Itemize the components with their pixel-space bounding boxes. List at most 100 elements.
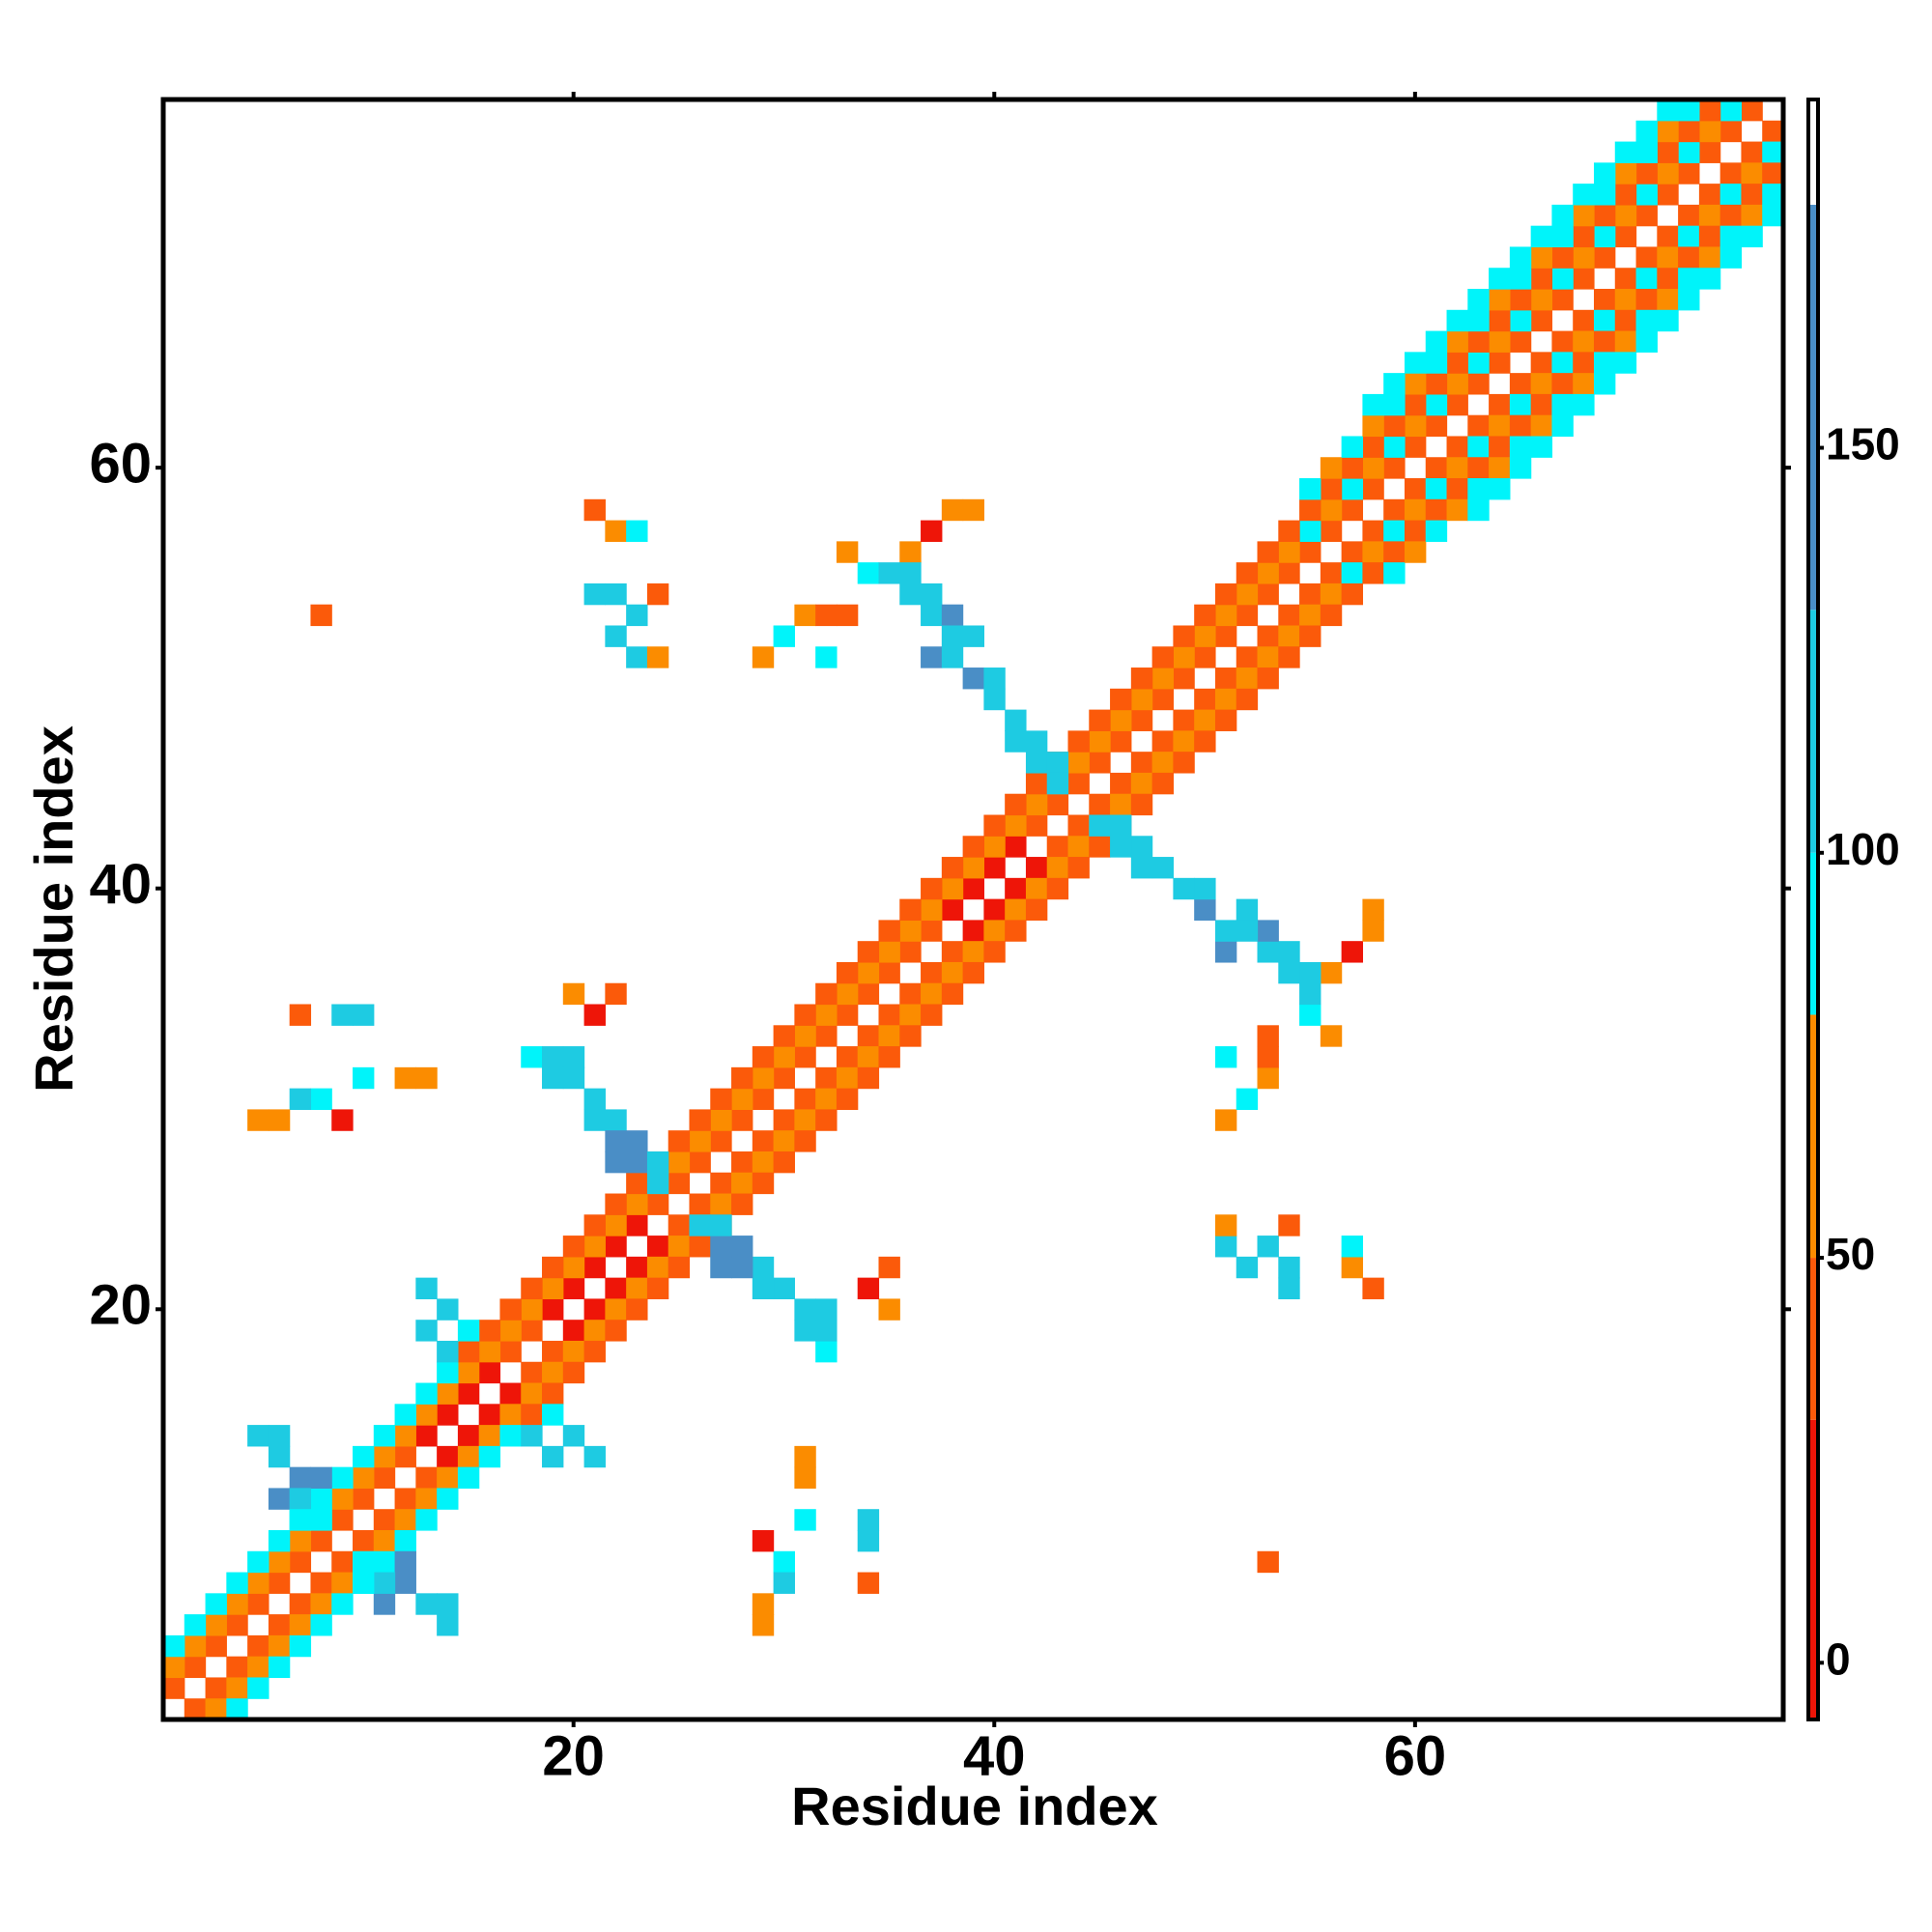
cell (626, 646, 648, 668)
cell (1151, 857, 1175, 879)
cell (1404, 414, 1427, 438)
cell (1551, 373, 1574, 395)
cell (815, 1298, 838, 1321)
cell (1489, 457, 1511, 479)
cell (1362, 562, 1384, 584)
cell (1698, 184, 1721, 206)
cell (1467, 289, 1490, 311)
cell (1593, 309, 1616, 332)
cell (310, 1488, 332, 1510)
cell (1257, 562, 1279, 584)
cell (583, 1088, 606, 1111)
cell (1130, 836, 1153, 858)
cell (646, 1172, 669, 1195)
cell (1719, 225, 1743, 248)
cell (1089, 836, 1111, 858)
cell (983, 814, 1006, 837)
cell (646, 1151, 669, 1174)
cell (857, 1529, 880, 1552)
cell (815, 604, 838, 627)
cell (1530, 268, 1553, 290)
cell (1530, 436, 1553, 458)
cell (1236, 688, 1259, 711)
cell (163, 1634, 185, 1658)
cell (163, 1656, 185, 1679)
cell (1530, 393, 1553, 416)
cell (1067, 752, 1090, 774)
cell (605, 1130, 627, 1152)
cell (1551, 225, 1574, 248)
cell (1025, 772, 1048, 795)
cell (689, 1109, 711, 1131)
cell (1467, 457, 1490, 479)
cell (1341, 562, 1364, 584)
cell (268, 1445, 291, 1468)
x-tick-label: 40 (963, 1724, 1026, 1787)
cell (773, 1572, 795, 1594)
cell (1278, 520, 1300, 542)
cell (962, 857, 984, 879)
cell (394, 1404, 416, 1426)
cell (1320, 604, 1343, 627)
colorbar-bin (1808, 610, 1818, 853)
cell (521, 1425, 543, 1447)
cell (1194, 604, 1216, 627)
cell (289, 1593, 312, 1615)
cell (1741, 184, 1763, 206)
cell (562, 1236, 585, 1258)
cell (899, 562, 922, 584)
cell (1593, 162, 1616, 185)
cell (1593, 204, 1616, 227)
cell (1236, 1088, 1259, 1111)
cell (1573, 225, 1595, 248)
cell (1173, 646, 1195, 668)
cell (457, 1445, 480, 1468)
cell (1635, 246, 1658, 269)
cell (1173, 668, 1195, 690)
cell (205, 1698, 227, 1720)
cell (983, 688, 1006, 711)
cell (1257, 582, 1279, 606)
cell (815, 1340, 838, 1363)
cell (247, 1550, 270, 1574)
cell (1046, 793, 1069, 816)
cell (1130, 668, 1153, 690)
cell (626, 604, 648, 627)
cell (226, 1614, 248, 1636)
cell (1278, 541, 1300, 563)
cell (1614, 352, 1637, 374)
cell (226, 1572, 248, 1594)
cell (605, 1320, 627, 1342)
cell (626, 520, 648, 542)
cell (1719, 99, 1743, 122)
cell (1067, 814, 1090, 837)
cell (1005, 920, 1027, 942)
cell (1657, 268, 1679, 290)
cell (1573, 330, 1595, 353)
cell (1046, 772, 1069, 795)
cell (1614, 225, 1637, 248)
cell (1446, 478, 1468, 500)
cell (1509, 373, 1532, 395)
cell (521, 1277, 543, 1300)
cell (1593, 352, 1616, 374)
cell (1551, 204, 1574, 227)
cell (415, 1066, 438, 1090)
cell (983, 920, 1006, 942)
cell (268, 1634, 291, 1658)
cell (1278, 961, 1300, 984)
cell (1446, 498, 1468, 522)
cell (1635, 120, 1658, 143)
cell (1551, 414, 1574, 438)
cell (1236, 898, 1259, 921)
cell (437, 1614, 459, 1636)
cell (1530, 373, 1553, 395)
cell (1110, 688, 1132, 711)
cell (878, 941, 900, 963)
cell (1173, 752, 1195, 774)
cell (583, 1004, 606, 1026)
cell (941, 961, 964, 984)
cell (1404, 373, 1427, 395)
cell (941, 941, 964, 963)
